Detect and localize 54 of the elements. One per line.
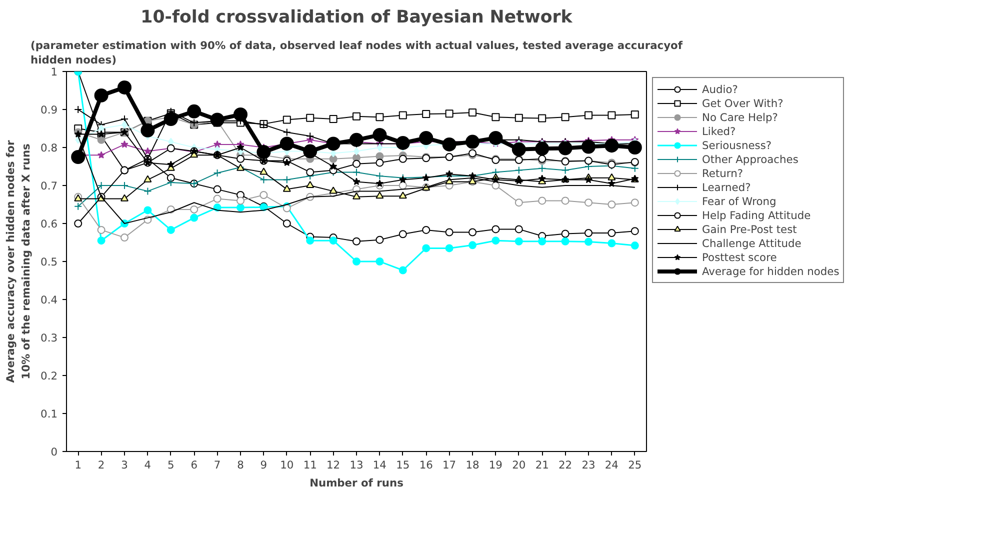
x-tick-label: 2 — [98, 458, 105, 472]
legend-label: Audio? — [702, 82, 738, 96]
legend-label: Gain Pre-Post test — [702, 222, 797, 236]
x-tick-label: 19 — [488, 458, 503, 472]
x-tick-label: 11 — [303, 458, 317, 472]
y-tick-label: 0.2 — [40, 370, 58, 382]
x-tick-label: 4 — [144, 458, 152, 472]
legend-label: Seriousness? — [702, 138, 772, 152]
y-tick-label: 0.9 — [40, 104, 58, 116]
legend-label: Other Approaches — [702, 152, 798, 166]
x-tick-label: 20 — [512, 458, 526, 472]
y-tick-label: 1 — [50, 66, 58, 78]
x-axis-title: Number of runs — [310, 476, 404, 490]
x-tick-label: 21 — [535, 458, 549, 472]
chart-subtitle: (parameter estimation with 90% of data, observed leaf nodes with actual values, tested average accuracyof hidden nodes) — [30, 39, 683, 66]
x-tick-label: 24 — [604, 458, 619, 472]
x-tick-label: 14 — [372, 458, 387, 472]
x-tick-label: 1 — [74, 458, 82, 472]
legend-label: Liked? — [702, 124, 736, 138]
legend-label: Posttest score — [702, 250, 777, 264]
y-tick-label: 0.4 — [40, 294, 58, 306]
x-tick-label: 7 — [214, 458, 221, 472]
y-tick-label: 0.5 — [40, 256, 58, 268]
x-tick-label: 3 — [121, 458, 128, 472]
y-tick-label: 0.3 — [40, 332, 58, 344]
legend-label: Get Over With? — [702, 96, 784, 110]
x-tick-label: 17 — [442, 458, 456, 472]
y-tick-label: 0 — [50, 446, 58, 458]
legend-label: Fear of Wrong — [702, 194, 776, 208]
legend-label: Challenge Attitude — [702, 236, 802, 250]
legend-label: No Care Help? — [702, 110, 778, 124]
x-tick-label: 18 — [466, 458, 480, 472]
y-tick-label: 0.7 — [40, 180, 58, 192]
legend-label: Return? — [702, 166, 744, 180]
x-tick-label: 12 — [326, 458, 340, 472]
x-tick-label: 22 — [558, 458, 572, 472]
x-tick-label: 5 — [168, 458, 174, 472]
y-tick-label: 0.8 — [40, 142, 58, 154]
legend-label: Help Fading Attitude — [702, 208, 811, 222]
y-tick-label: 0.6 — [40, 218, 58, 230]
chart-title: 10-fold crossvalidation of Bayesian Network — [140, 8, 573, 28]
x-tick-label: 13 — [350, 458, 364, 472]
y-axis-title: Average accuracy over hidden nodes for 10% of the remaining data after X runs — [4, 140, 33, 383]
x-tick-label: 23 — [582, 458, 596, 472]
x-tick-label: 9 — [260, 458, 268, 472]
x-tick-label: 16 — [419, 458, 434, 472]
x-tick-label: 8 — [237, 458, 244, 472]
legend-label: Average for hidden nodes — [702, 264, 840, 278]
x-tick-label: 10 — [280, 458, 294, 472]
legend-label: Learned? — [702, 180, 751, 194]
x-tick-label: 25 — [628, 458, 642, 472]
x-tick-label: 15 — [396, 458, 410, 472]
y-tick-label: 0.1 — [40, 408, 58, 420]
x-tick-label: 6 — [190, 458, 198, 472]
